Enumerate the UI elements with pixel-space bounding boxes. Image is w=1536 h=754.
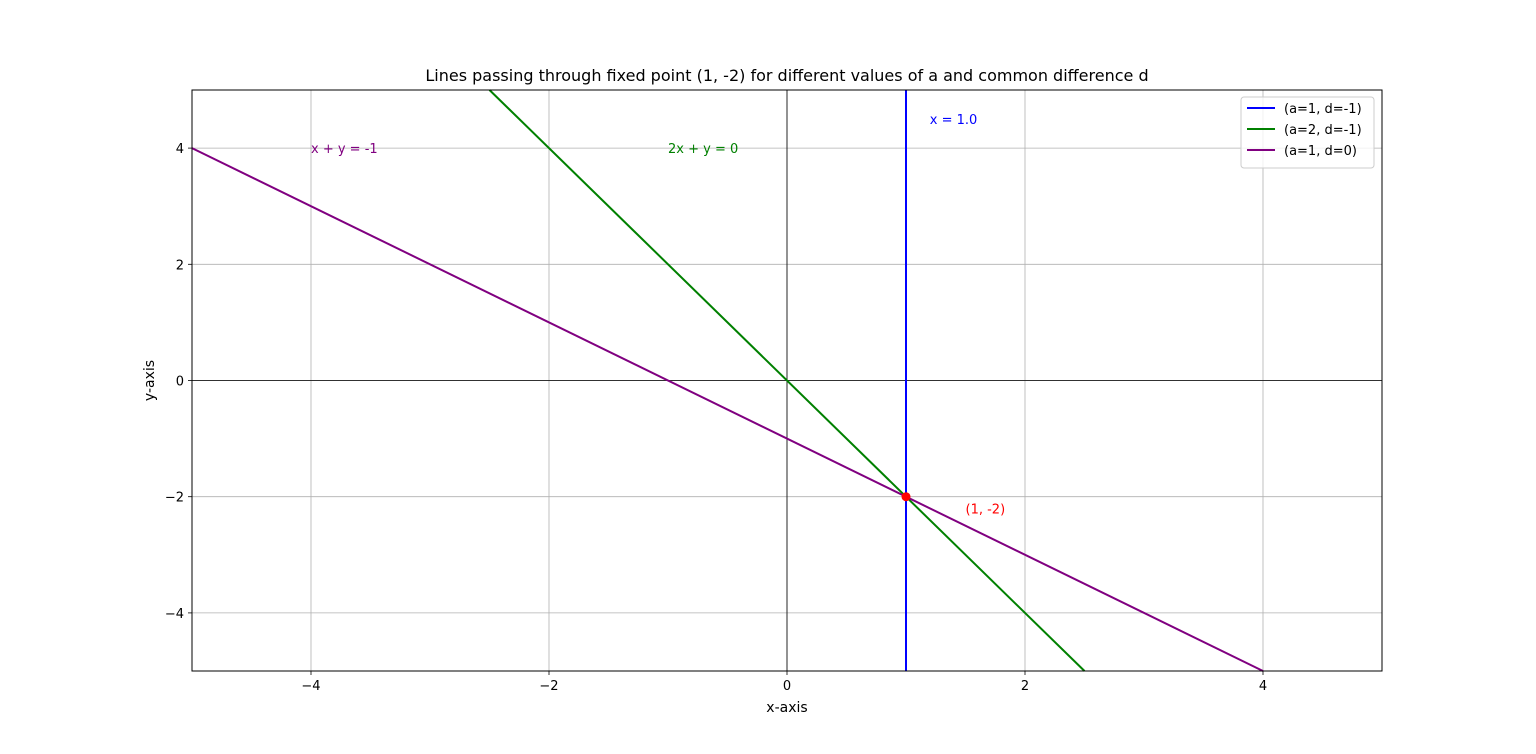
y-axis-label: y-axis	[142, 360, 158, 401]
x-tick-label: 0	[783, 679, 791, 694]
annotations: x = 1.0 2x + y = 0 x + y = -1 (1, -2)	[311, 113, 1005, 517]
series-line	[191, 147, 1264, 672]
x-tick-label: −2	[539, 679, 558, 694]
ticks: −4 −2 0 2 4 −4 −2 0 2 4	[165, 142, 1267, 694]
plot-area	[191, 89, 1264, 672]
legend: (a=1, d=-1) (a=2, d=-1) (a=1, d=0)	[1240, 96, 1375, 169]
line-equation-annotation: x = 1.0	[930, 113, 978, 128]
x-tick-label: 2	[1021, 679, 1029, 694]
fixed-point-label: (1, -2)	[966, 502, 1006, 517]
x-axis-label: x-axis	[766, 700, 807, 716]
chart-title: Lines passing through fixed point (1, -2…	[425, 66, 1148, 85]
series-line	[488, 89, 1086, 672]
legend-label: (a=1, d=-1)	[1284, 102, 1362, 117]
legend-label: (a=2, d=-1)	[1284, 123, 1362, 138]
y-tick-label: 0	[176, 375, 184, 390]
x-tick-label: −4	[301, 679, 320, 694]
line-equation-annotation: 2x + y = 0	[668, 142, 738, 157]
x-tick-label: 4	[1259, 679, 1267, 694]
y-tick-label: −4	[165, 607, 184, 622]
y-tick-label: 4	[176, 142, 184, 157]
legend-label: (a=1, d=0)	[1284, 144, 1357, 159]
y-tick-label: −2	[165, 491, 184, 506]
y-tick-label: 2	[176, 258, 184, 273]
line-equation-annotation: x + y = -1	[311, 142, 378, 157]
fixed-point-marker	[901, 492, 911, 502]
